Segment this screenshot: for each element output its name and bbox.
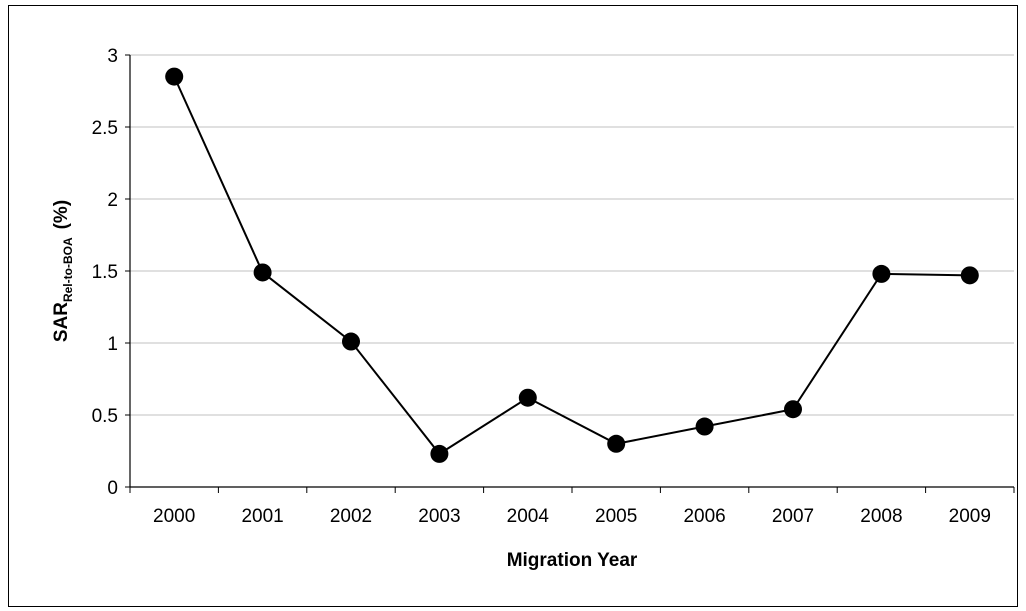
y-tick-label: 1.5 — [92, 262, 118, 283]
data-point-2000 — [165, 67, 184, 86]
y-tick-label: 2.5 — [92, 118, 118, 139]
x-tick-label: 2000 — [153, 506, 195, 527]
gridlines — [130, 54, 1014, 416]
x-tick-label: 2009 — [949, 506, 991, 527]
data-point-2005 — [607, 434, 626, 453]
x-tick-label: 2001 — [241, 506, 283, 527]
data-point-2002 — [342, 332, 360, 351]
y-tick-label: 3 — [107, 46, 118, 67]
chart-frame — [8, 5, 1018, 607]
y-tick-label: 2 — [107, 190, 118, 211]
y-tick-label: 0.5 — [92, 406, 118, 427]
x-tick-label: 2003 — [418, 506, 460, 527]
y-axis-title-subscript: Rel-to-BOA — [61, 237, 75, 302]
x-tick-label: 2004 — [507, 506, 550, 527]
y-tick-label: 1 — [107, 334, 118, 355]
y-axis-title-main: SAR — [51, 302, 72, 342]
data-point-2001 — [253, 263, 272, 282]
data-point-2009 — [960, 266, 979, 285]
x-tick-label: 2008 — [860, 506, 902, 527]
x-axis-title: Migration Year — [507, 550, 638, 571]
y-axis-title-suffix: (%) — [51, 200, 72, 230]
x-tick-label: 2002 — [330, 506, 372, 527]
x-tick-label: 2006 — [683, 506, 725, 527]
y-axis-title: SARRel-to-BOA (%) — [51, 200, 75, 342]
data-point-2007 — [784, 400, 802, 419]
series-line-group — [165, 67, 979, 463]
x-axis-ticks: 2000 2001 2002 2003 2004 2005 2006 2007 2008 2009 — [129, 487, 1015, 527]
y-tick-label: 0 — [107, 478, 118, 499]
data-point-2004 — [518, 388, 537, 407]
y-axis-ticks: 0 0.5 1 1.5 2 2.5 3 — [92, 46, 130, 499]
series-line — [173, 76, 970, 456]
x-tick-label: 2005 — [595, 506, 637, 527]
x-tick-label: 2007 — [772, 506, 814, 527]
data-point-2006 — [695, 417, 714, 436]
data-point-2008 — [872, 264, 891, 283]
data-point-2003 — [430, 444, 449, 463]
